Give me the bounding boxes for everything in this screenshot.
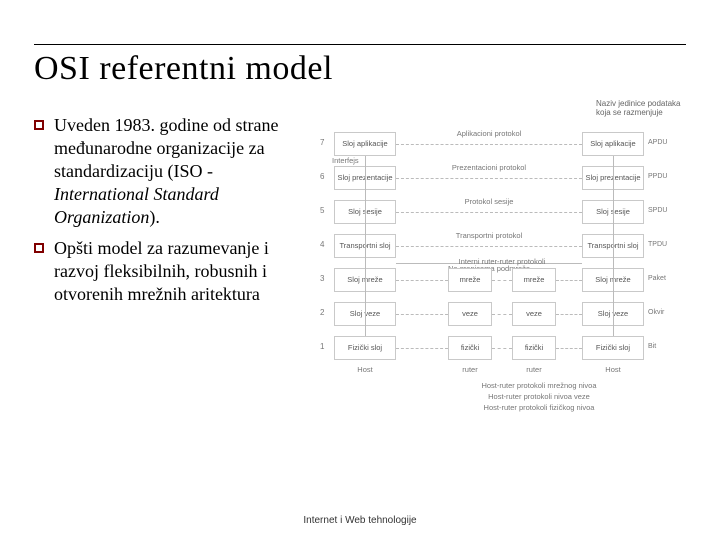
layer-box-left: Fizički sloj — [334, 336, 396, 360]
router-box: mreže — [448, 268, 492, 292]
protocol-line — [396, 246, 582, 247]
router-box: fizički — [512, 336, 556, 360]
pdu-label: PPDU — [648, 173, 667, 180]
bullet-italic: International Standard Organization — [54, 184, 219, 227]
slide-title: OSI referentni model — [34, 50, 686, 88]
diagram-container: Naziv jedinice podataka koja se razmenju… — [320, 114, 680, 514]
pdu-label: TPDU — [648, 241, 667, 248]
bullet-pre: Uveden 1983. godine od strane međunarodn… — [54, 115, 278, 181]
layer-number: 3 — [320, 274, 324, 283]
pdu-label: SPDU — [648, 207, 667, 214]
bullet-icon — [34, 120, 44, 130]
title-rule — [34, 44, 686, 45]
link-line — [556, 348, 582, 349]
protocol-label: Protokol sesije — [396, 198, 582, 206]
pdu-label: APDU — [648, 139, 667, 146]
protocol-line — [396, 212, 582, 213]
link-line — [492, 280, 512, 281]
layer-number: 2 — [320, 308, 324, 317]
router-box: fizički — [448, 336, 492, 360]
osi-diagram: Naziv jedinice podataka koja se razmenju… — [320, 114, 680, 514]
protocol-label: Transportni protokol — [396, 232, 582, 240]
router-label: ruter — [448, 366, 492, 374]
protocol-label: Aplikacioni protokol — [396, 130, 582, 138]
host-label: Host — [334, 366, 396, 374]
slide-footer: Internet i Web tehnologije — [0, 515, 720, 526]
bullet-icon — [34, 243, 44, 253]
protocol-line — [396, 144, 582, 145]
protocol-label: Prezentacioni protokol — [396, 164, 582, 172]
pdu-label: Okvir — [648, 309, 664, 316]
layer-number: 1 — [320, 342, 324, 351]
layer-box-right: Fizički sloj — [582, 336, 644, 360]
bullet-post: ). — [149, 207, 160, 227]
footer-protocol-line: Host-ruter protokoli nivoa veze — [434, 393, 644, 401]
pdu-label: Paket — [648, 275, 666, 282]
layer-box-right: Sloj aplikacije — [582, 132, 644, 156]
router-box: veze — [448, 302, 492, 326]
stack-line-left — [365, 156, 366, 336]
link-line — [396, 280, 448, 281]
pdu-label: Bit — [648, 343, 656, 350]
link-line — [556, 314, 582, 315]
diagram-caption: Naziv jedinice podataka koja se razmenju… — [596, 100, 684, 118]
layer-number: 6 — [320, 172, 324, 181]
router-label: ruter — [512, 366, 556, 374]
interface-label: Interfejs — [332, 157, 382, 165]
router-router-note: Interni ruter-ruter protokoli — [442, 258, 562, 266]
router-box: veze — [512, 302, 556, 326]
layer-box-left: Sloj aplikacije — [334, 132, 396, 156]
bullet-pre: Opšti model za razumevanje i razvoj flek… — [54, 238, 269, 304]
footer-protocol-line: Host-ruter protokoli mrežnog nivoa — [434, 382, 644, 390]
link-line — [492, 348, 512, 349]
host-label: Host — [582, 366, 644, 374]
list-item: Uveden 1983. godine od strane međunarodn… — [34, 114, 312, 229]
link-line — [396, 314, 448, 315]
footer-protocol-line: Host-ruter protokoli fizičkog nivoa — [434, 404, 644, 412]
layer-number: 5 — [320, 206, 324, 215]
protocol-line — [396, 178, 582, 179]
layer-number: 4 — [320, 240, 324, 249]
slide: OSI referentni model Uveden 1983. godine… — [0, 0, 720, 540]
link-line — [396, 348, 448, 349]
bullet-text: Uveden 1983. godine od strane međunarodn… — [54, 114, 312, 229]
slide-body: Uveden 1983. godine od strane međunarodn… — [34, 114, 686, 514]
link-line — [492, 314, 512, 315]
bullet-text: Opšti model za razumevanje i razvoj flek… — [54, 237, 312, 306]
router-box: mreže — [512, 268, 556, 292]
list-item: Opšti model za razumevanje i razvoj flek… — [34, 237, 312, 306]
stack-line-right — [613, 156, 614, 336]
link-line — [556, 280, 582, 281]
layer-number: 7 — [320, 138, 324, 147]
bullet-list: Uveden 1983. godine od strane međunarodn… — [34, 114, 312, 514]
